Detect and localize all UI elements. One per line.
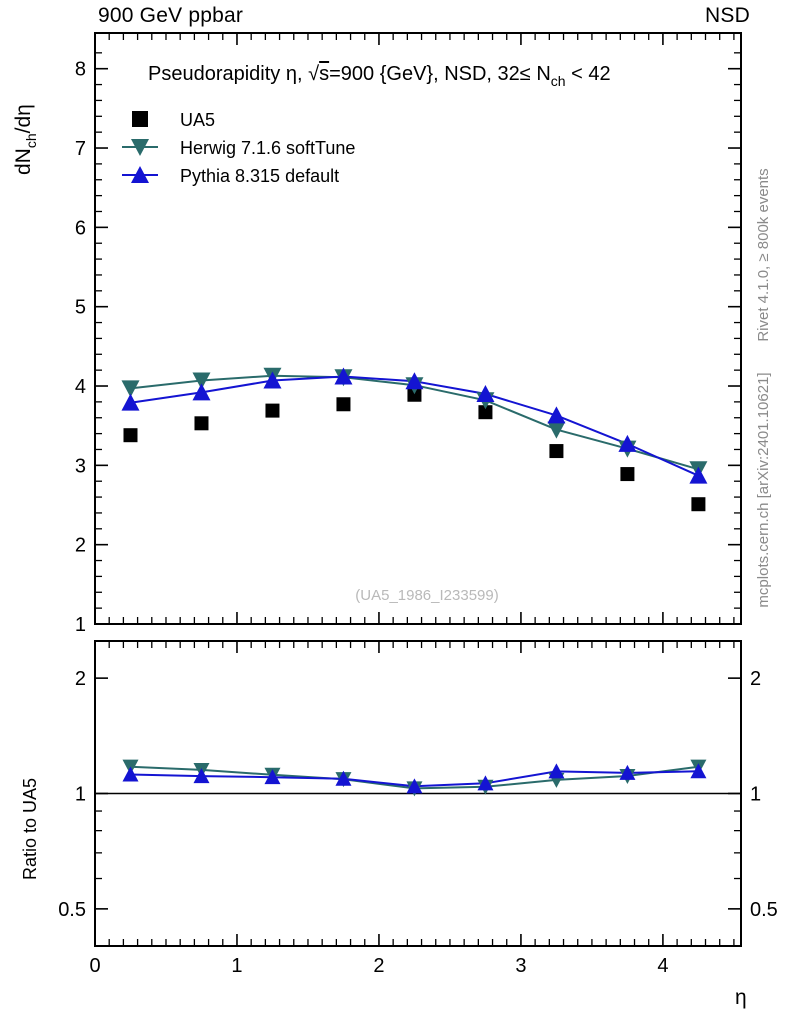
ratio-data-point-2-1 bbox=[193, 768, 210, 784]
x-tick-label: 0 bbox=[89, 955, 100, 977]
data-point-2-7 bbox=[618, 434, 637, 452]
data-point-1-0 bbox=[121, 380, 140, 398]
main-plot-frame bbox=[94, 32, 742, 625]
y-tick-label: 3 bbox=[75, 455, 86, 477]
y-axis-title-eta: η bbox=[12, 104, 35, 116]
legend-label-0: UA5 bbox=[180, 110, 215, 130]
data-point-2-3 bbox=[334, 367, 353, 385]
generated-plot: 1 2 3 4 5 6 7 8 0.5 0.5 1 1 2 2 0 1 2 3 4 UA5 Herwig 7.1.6 s… bbox=[58, 32, 778, 977]
ratio-data-point-2-6 bbox=[548, 763, 565, 779]
data-point-0-5 bbox=[478, 405, 493, 420]
ratio-data-point-2-3 bbox=[335, 770, 352, 786]
svg-text:dNch/dη: dNch/dη bbox=[12, 104, 39, 175]
ratio-data-point-2-7 bbox=[619, 764, 636, 780]
ratio-y-tick-label-right: 0.5 bbox=[750, 899, 778, 921]
data-point-1-1 bbox=[192, 372, 211, 390]
x-tick-label: 3 bbox=[515, 955, 526, 977]
side-label-mcplots: mcplots.cern.ch [arXiv:2401.10621] bbox=[755, 372, 772, 607]
ratio-y-tick-label: 1 bbox=[75, 784, 86, 806]
ratio-y-tick-label-right: 1 bbox=[750, 784, 761, 806]
data-point-0-0 bbox=[123, 428, 138, 443]
svg-text:mcplots.cern.ch [arXiv:2401.10: mcplots.cern.ch [arXiv:2401.10621] bbox=[755, 372, 772, 607]
ratio-data-point-2-4 bbox=[406, 778, 423, 794]
data-point-0-3 bbox=[336, 397, 351, 412]
plot-title: Pseudorapidity η, √s=900 {GeV}, NSD, 32≤… bbox=[148, 63, 611, 89]
data-point-0-8 bbox=[691, 497, 706, 512]
dataset-watermark: (UA5_1986_I233599) bbox=[355, 587, 498, 604]
ratio-y-axis-title: Ratio to UA5 bbox=[20, 778, 40, 880]
data-point-0-2 bbox=[265, 403, 280, 418]
data-point-2-2 bbox=[263, 371, 282, 389]
ratio-data-point-2-5 bbox=[477, 775, 494, 791]
ratio-y-tick-label: 2 bbox=[75, 668, 86, 690]
data-point-2-4 bbox=[405, 372, 424, 390]
svg-text:Rivet 4.1.0, ≥ 800k events: Rivet 4.1.0, ≥ 800k events bbox=[755, 168, 772, 341]
x-axis-title: η bbox=[735, 986, 747, 1009]
legend-label-1: Herwig 7.1.6 softTune bbox=[180, 138, 355, 158]
y-tick-label: 6 bbox=[75, 217, 86, 239]
x-tick-label: 2 bbox=[373, 955, 384, 977]
y-axis-title: dNch/dη bbox=[12, 104, 39, 175]
legend-marker-0 bbox=[132, 111, 148, 127]
y-tick-label: 2 bbox=[75, 535, 86, 557]
data-point-2-8 bbox=[689, 466, 708, 484]
header-left-label: 900 GeV ppbar bbox=[98, 4, 244, 27]
legend-marker-1 bbox=[131, 139, 149, 156]
data-point-1-6 bbox=[547, 421, 566, 439]
data-point-0-4 bbox=[407, 387, 422, 402]
y-axis-title-a: dN bbox=[12, 148, 35, 175]
y-tick-label: 5 bbox=[75, 297, 86, 319]
y-tick-label: 1 bbox=[75, 614, 86, 636]
data-point-2-1 bbox=[192, 383, 211, 401]
data-point-2-6 bbox=[547, 406, 566, 424]
ratio-y-tick-label: 0.5 bbox=[58, 899, 86, 921]
data-point-2-0 bbox=[121, 393, 140, 411]
legend-label-2: Pythia 8.315 default bbox=[180, 166, 339, 186]
legend-marker-2 bbox=[131, 166, 149, 183]
ratio-data-point-2-0 bbox=[122, 766, 139, 782]
ratio-data-point-2-2 bbox=[264, 769, 281, 785]
y-axis-title-sub: ch bbox=[23, 133, 39, 148]
x-tick-label: 1 bbox=[231, 955, 242, 977]
y-tick-label: 4 bbox=[75, 376, 86, 398]
ratio-data-point-2-8 bbox=[690, 763, 707, 779]
side-label-rivet: Rivet 4.1.0, ≥ 800k events bbox=[755, 168, 772, 341]
y-tick-label: 7 bbox=[75, 138, 86, 160]
x-tick-label: 4 bbox=[657, 955, 668, 977]
data-point-2-5 bbox=[476, 384, 495, 402]
data-point-0-6 bbox=[549, 444, 564, 459]
svg-text:Ratio to UA5: Ratio to UA5 bbox=[20, 778, 40, 880]
header-right-label: NSD bbox=[705, 4, 750, 27]
y-axis-title-b: /d bbox=[12, 116, 35, 134]
data-point-0-7 bbox=[620, 467, 635, 482]
y-tick-label: 8 bbox=[75, 59, 86, 81]
data-point-0-1 bbox=[194, 416, 209, 431]
ratio-y-tick-label-right: 2 bbox=[750, 668, 761, 690]
